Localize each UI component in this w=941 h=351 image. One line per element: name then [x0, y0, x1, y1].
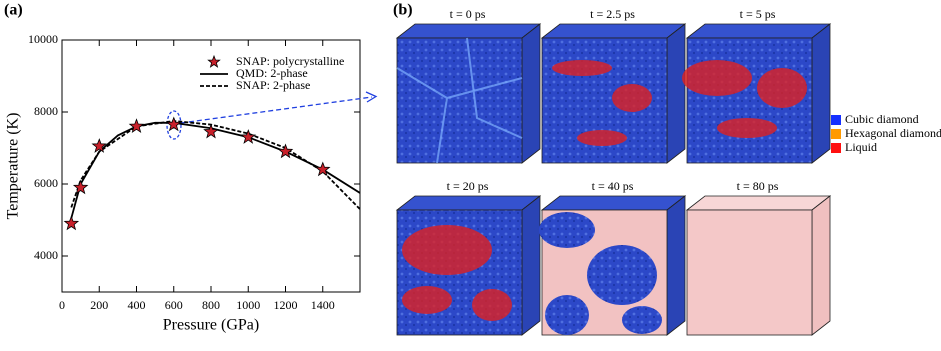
- cube-top: [685, 23, 832, 39]
- legend-swatch: [831, 129, 841, 139]
- x-tick-label: 1200: [274, 298, 298, 312]
- star-marker: [166, 116, 182, 132]
- legend-label: SNAP: polycrystalline: [236, 54, 344, 68]
- x-axis-label: Pressure (GPa): [163, 317, 259, 334]
- grain-boundary: [396, 37, 523, 164]
- legend-label: Liquid: [845, 140, 877, 154]
- star-marker: [240, 129, 256, 144]
- liquid-region: [552, 60, 612, 76]
- crystal-grain: [622, 306, 662, 334]
- snapshot: t = 0 ps: [395, 7, 542, 164]
- cube-side: [666, 195, 686, 336]
- x-tick-label: 200: [90, 298, 108, 312]
- y-axis-label: Temperature (K): [5, 113, 22, 220]
- liquid-region: [717, 118, 777, 138]
- cube-top: [540, 195, 687, 211]
- snapshot: t = 5 ps: [682, 7, 832, 164]
- panel-label: (b): [393, 2, 413, 19]
- x-tick-label: 1000: [236, 298, 260, 312]
- line: [70, 121, 360, 219]
- x-tick-label: 800: [202, 298, 220, 312]
- snapshot: t = 2.5 ps: [540, 7, 687, 164]
- x-tick-label: 0: [59, 298, 65, 312]
- snapshot-label: t = 80 ps: [737, 179, 779, 193]
- liquid-region: [682, 60, 752, 96]
- snapshot: t = 80 ps: [685, 179, 832, 336]
- y-tick-label: 10000: [28, 32, 58, 46]
- liquid-region: [472, 289, 512, 321]
- cube-top: [685, 195, 832, 211]
- snapshot-label: t = 20 ps: [447, 179, 489, 193]
- snapshot-label: t = 5 ps: [740, 7, 776, 21]
- legend-label: Cubic diamond: [845, 112, 919, 126]
- highlight-ellipse: [166, 110, 182, 140]
- liquid-region: [577, 130, 627, 146]
- cube-top: [540, 23, 687, 39]
- liquid-region: [612, 84, 652, 112]
- star-marker: [128, 118, 145, 134]
- cube-top: [395, 23, 542, 39]
- snapshot-label: t = 40 ps: [592, 179, 634, 193]
- snapshot: t = 40 ps: [539, 179, 687, 336]
- cube-side: [666, 23, 686, 164]
- x-tick-label: 600: [165, 298, 183, 312]
- star-marker: [72, 179, 89, 195]
- line: [70, 120, 360, 210]
- cube-side: [521, 195, 541, 336]
- cube-side: [521, 23, 541, 164]
- cube-front: [396, 37, 523, 164]
- cube-front: [686, 209, 813, 336]
- crystal-grain: [545, 295, 589, 335]
- liquid-region: [402, 286, 452, 314]
- snapshot: t = 20 ps: [395, 179, 542, 336]
- x-tick-label: 400: [128, 298, 146, 312]
- star-marker: [315, 161, 331, 177]
- legend-label: QMD: 2-phase: [236, 66, 308, 80]
- arrow-head: [365, 91, 378, 103]
- cube-top: [395, 195, 542, 211]
- y-tick-label: 4000: [34, 248, 58, 262]
- legend-swatch: [831, 143, 841, 153]
- crystal-grain: [587, 245, 657, 305]
- star-marker: [203, 123, 219, 139]
- legend-swatch: [831, 115, 841, 125]
- panel-label: (a): [4, 2, 23, 19]
- liquid-region: [402, 225, 492, 275]
- star-marker: [63, 215, 80, 231]
- y-tick-label: 8000: [34, 104, 58, 118]
- y-tick-label: 6000: [34, 176, 58, 190]
- snapshot-label: t = 0 ps: [450, 7, 486, 21]
- legend-label: Hexagonal diamond: [845, 126, 941, 140]
- arrow: [180, 96, 373, 124]
- star-marker: [277, 143, 294, 159]
- liquid-region: [757, 68, 807, 108]
- legend-label: SNAP: 2-phase: [236, 78, 310, 92]
- snapshot-label: t = 2.5 ps: [590, 7, 635, 21]
- legend-marker: [207, 54, 221, 68]
- cube-side: [811, 23, 831, 164]
- x-tick-label: 1400: [311, 298, 335, 312]
- cube-side: [811, 195, 831, 336]
- star-marker: [91, 138, 107, 153]
- crystal-grain: [539, 212, 595, 248]
